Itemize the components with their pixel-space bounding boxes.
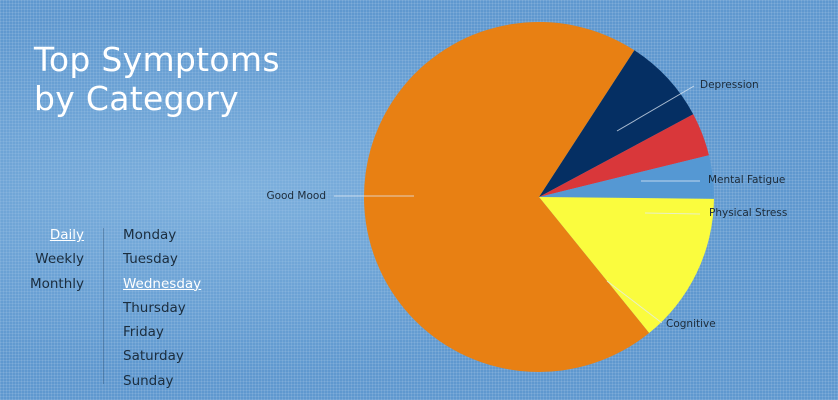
chart-title-line-1: Top Symptoms (34, 40, 280, 79)
chart-title-line-2: by Category (34, 79, 240, 118)
chart-title: Top Symptoms by Category (34, 40, 334, 118)
day-sunday-link[interactable]: Sunday (123, 372, 174, 389)
day-wednesday-link[interactable]: Wednesday (123, 275, 202, 292)
leader-line-depression (616, 85, 695, 132)
slice-label-good-mood: Good Mood (266, 190, 326, 202)
period-monthly-link[interactable]: Monthly (29, 275, 84, 292)
day-saturday-link[interactable]: Saturday (123, 348, 184, 365)
pie-slice-mental-fatigue (539, 114, 709, 197)
day-thursday-link[interactable]: Thursday (123, 299, 186, 316)
period-daily-link[interactable]: Daily (49, 227, 84, 243)
day-tuesday-link[interactable]: Tuesday (123, 251, 178, 268)
pie-slice-depression (539, 50, 694, 198)
day-monday-link[interactable]: Monday (123, 227, 177, 243)
day-friday-link[interactable]: Friday (123, 324, 164, 341)
period-menu: Daily Weekly Monthly (10, 223, 84, 296)
slice-label-depression: Depression (700, 79, 759, 91)
slice-label-cognitive: Cognitive (666, 318, 716, 330)
leader-line-physical-stress (644, 212, 701, 215)
period-weekly-link[interactable]: Weekly (35, 251, 84, 268)
pie-slice-physical-stress (539, 155, 714, 199)
pie-slice-cognitive (539, 197, 714, 333)
day-menu: Monday Tuesday Wednesday Thursday Friday… (123, 223, 201, 393)
menu-divider (103, 228, 104, 384)
leader-line-cognitive (606, 280, 663, 324)
pie-slice-good-mood (364, 21, 650, 372)
slice-label-mental-fatigue: Mental Fatigue (708, 174, 785, 186)
slice-label-physical-stress: Physical Stress (709, 207, 787, 219)
